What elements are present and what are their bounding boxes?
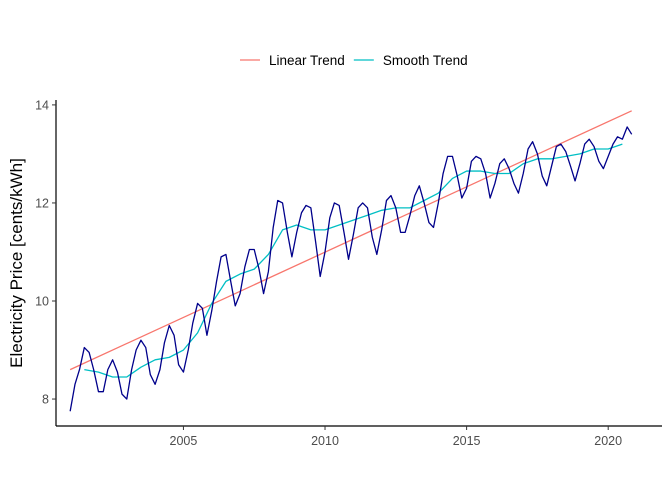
x-tick-label: 2015 [453, 434, 481, 448]
x-tick-label: 2020 [594, 434, 622, 448]
legend: Linear Trend Smooth Trend [240, 53, 468, 68]
ticks: 2005 2010 2015 2020 8 10 12 14 [35, 98, 622, 448]
legend-label-smooth-trend: Smooth Trend [383, 53, 468, 68]
y-axis-title: Electricity Price [cents/kWh] [7, 158, 26, 368]
y-tick-label: 14 [35, 98, 49, 112]
linear-trend-line [69, 110, 632, 371]
y-tick-label: 12 [35, 196, 49, 210]
smooth-trend-line [84, 143, 623, 378]
legend-label-linear-trend: Linear Trend [269, 53, 345, 68]
axes [55, 100, 662, 427]
x-tick-label: 2005 [170, 434, 198, 448]
price-series-line [69, 126, 633, 412]
x-tick-label: 2010 [311, 434, 339, 448]
plot-area [69, 110, 633, 412]
y-tick-label: 10 [35, 294, 49, 308]
y-tick-label: 8 [42, 393, 49, 407]
